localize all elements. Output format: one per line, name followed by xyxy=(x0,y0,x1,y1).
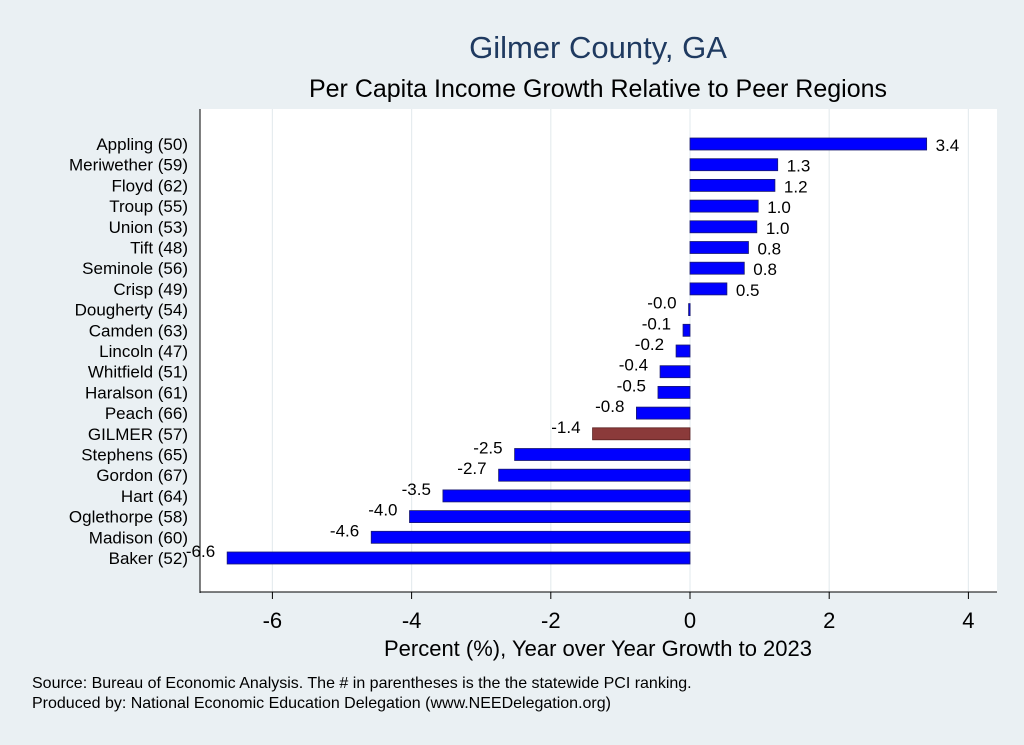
value-label: -2.5 xyxy=(473,439,502,458)
category-label: Dougherty (54) xyxy=(75,301,188,320)
bar xyxy=(689,261,745,275)
bar xyxy=(689,241,749,254)
chart-subtitle: Per Capita Income Growth Relative to Pee… xyxy=(309,75,887,103)
x-tick-label: -4 xyxy=(402,608,422,633)
bar xyxy=(682,323,691,337)
category-label: Lincoln (47) xyxy=(99,342,188,361)
footnote-producer: Produced by: National Economic Education… xyxy=(32,695,611,712)
category-label: Whitfield (51) xyxy=(88,363,188,382)
category-label: GILMER (57) xyxy=(88,425,188,444)
bar xyxy=(226,551,691,565)
category-label: Floyd (62) xyxy=(111,176,188,195)
bar xyxy=(657,385,691,399)
bar xyxy=(689,137,928,151)
bar xyxy=(689,178,776,192)
category-label: Oglethorpe (58) xyxy=(69,508,188,527)
bar xyxy=(370,530,691,544)
category-label: Baker (52) xyxy=(109,549,188,568)
value-label: -2.7 xyxy=(457,459,486,478)
category-label: Troup (55) xyxy=(109,197,188,216)
x-tick-label: -6 xyxy=(263,608,283,633)
category-label: Haralson (61) xyxy=(85,383,188,402)
bar xyxy=(409,510,691,524)
category-label: Union (53) xyxy=(109,218,188,237)
category-label: Tift (48) xyxy=(130,239,188,258)
value-label: 0.8 xyxy=(753,260,777,279)
value-label: -0.1 xyxy=(642,314,671,333)
value-label: -0.0 xyxy=(647,294,676,313)
category-label: Madison (60) xyxy=(89,528,188,547)
category-label: Gordon (67) xyxy=(96,466,188,485)
bar xyxy=(659,365,691,379)
value-label: -0.5 xyxy=(617,376,646,395)
x-tick-label: -2 xyxy=(541,608,561,633)
bar xyxy=(689,220,758,234)
value-label: -3.5 xyxy=(402,480,431,499)
value-label: -6.6 xyxy=(186,542,215,561)
footnote-source: Source: Bureau of Economic Analysis. The… xyxy=(32,675,692,692)
value-label: -4.6 xyxy=(330,521,359,540)
bar xyxy=(689,158,779,172)
value-label: -1.4 xyxy=(551,418,580,437)
category-label: Appling (50) xyxy=(96,135,188,154)
category-label: Hart (64) xyxy=(121,487,188,506)
category-label: Camden (63) xyxy=(89,321,188,340)
x-axis-ticks: -6 -4 -2 0 2 4 xyxy=(263,592,975,633)
category-label: Meriwether (59) xyxy=(69,156,188,175)
value-label: 0.8 xyxy=(757,240,781,259)
category-label: Peach (66) xyxy=(105,404,188,423)
value-label: 3.4 xyxy=(936,136,960,155)
value-label: -0.4 xyxy=(619,356,648,375)
value-label: -4.0 xyxy=(368,501,397,520)
bar xyxy=(636,406,691,420)
x-tick-label: 0 xyxy=(684,608,696,633)
category-label: Seminole (56) xyxy=(82,259,188,278)
x-axis-title: Percent (%), Year over Year Growth to 20… xyxy=(384,636,812,661)
category-labels: Appling (50) Meriwether (59)Floyd (62) Tro… xyxy=(69,135,188,568)
bar xyxy=(675,344,691,358)
x-tick-label: 4 xyxy=(962,608,974,633)
value-label: 1.0 xyxy=(766,219,790,238)
bar xyxy=(689,199,759,213)
chart-title: Gilmer County, GA xyxy=(469,30,727,65)
category-label: Stephens (65) xyxy=(81,446,188,465)
value-label: 1.3 xyxy=(787,157,811,176)
bar-highlight xyxy=(592,427,691,441)
value-labels: 3.4 1.31.2 1.0 1.0 0.80.8 0.5 -0.0-0.1 -0.2 -0.4… xyxy=(186,136,959,561)
category-label: Crisp (49) xyxy=(113,280,188,299)
bar xyxy=(688,303,691,317)
bar xyxy=(689,282,728,296)
value-label: -0.2 xyxy=(635,335,664,354)
value-label: 1.0 xyxy=(767,198,791,217)
value-label: 0.5 xyxy=(736,281,760,300)
bars xyxy=(226,137,928,565)
bar xyxy=(442,489,691,503)
value-label: -0.8 xyxy=(595,397,624,416)
value-label: 1.2 xyxy=(784,177,808,196)
x-tick-label: 2 xyxy=(823,608,835,633)
bar xyxy=(498,468,691,482)
bar xyxy=(514,448,691,461)
